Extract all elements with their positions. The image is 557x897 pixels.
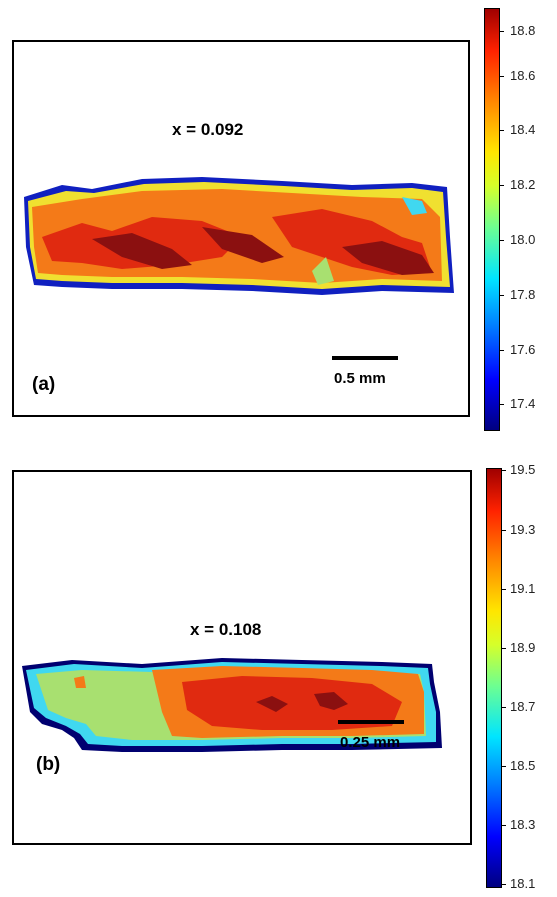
colorbar-a-tick: 18.6 <box>510 68 536 83</box>
colorbar-a-tickmark <box>500 240 504 241</box>
colorbar-b-tickmark <box>502 589 506 590</box>
colorbar-a-tick: 18.4 <box>510 122 536 137</box>
colorbar-b-tick: 18.7 <box>510 699 536 714</box>
colorbar-a-tick: 18.8 <box>510 23 536 38</box>
colorbar-a-tickmark <box>500 31 504 32</box>
colorbar-a-tick: 17.4 <box>510 396 536 411</box>
composition-label-a: x = 0.092 <box>172 120 244 139</box>
colorbar-a-tickmark <box>500 350 504 351</box>
colorbar-b-tick: 18.3 <box>510 817 536 832</box>
colorbar-a-tick: 18.2 <box>510 177 536 192</box>
colorbar-b-tick: 19.1 <box>510 581 536 596</box>
colorbar-a-tickmark <box>500 295 504 296</box>
scale-bar-label-a: 0.5 mm <box>334 370 386 387</box>
map-panel-a: x = 0.092 0.5 mm (a) <box>12 40 470 417</box>
colorbar-b-tick: 19.5 <box>510 462 536 477</box>
scale-bar-a <box>332 356 398 360</box>
colorbar-b-tick: 18.1 <box>510 876 536 891</box>
colorbar-a <box>484 8 500 431</box>
colorbar-b <box>486 468 502 888</box>
colorbar-b-tickmark <box>502 470 506 471</box>
panel-label-b: (b) <box>36 754 61 775</box>
colorbar-a-tickmark <box>500 185 504 186</box>
colorbar-a-tickmark <box>500 404 504 405</box>
colorbar-b-tickmark <box>502 648 506 649</box>
colorbar-a-tick: 18.0 <box>510 232 536 247</box>
bandgap-map-b <box>22 658 442 752</box>
panel-label-a: (a) <box>32 374 56 395</box>
bandgap-map-a <box>24 177 454 295</box>
colorbar-a-tick: 17.6 <box>510 342 536 357</box>
scale-bar-b <box>338 720 404 724</box>
colorbar-b-tickmark <box>502 766 506 767</box>
colorbar-b-tickmark <box>502 825 506 826</box>
colorbar-a-tickmark <box>500 76 504 77</box>
colorbar-a-tick: 17.8 <box>510 287 536 302</box>
map-panel-b: x = 0.108 0.25 mm (b) <box>12 470 472 845</box>
composition-label-b: x = 0.108 <box>190 620 262 639</box>
colorbar-b-tick: 18.9 <box>510 640 536 655</box>
colorbar-b-tickmark <box>502 707 506 708</box>
colorbar-b-tickmark <box>502 530 506 531</box>
colorbar-b-tickmark <box>502 884 506 885</box>
colorbar-a-tickmark <box>500 130 504 131</box>
colorbar-b-tick: 19.3 <box>510 522 536 537</box>
colorbar-b-tick: 18.5 <box>510 758 536 773</box>
scale-bar-label-b: 0.25 mm <box>340 734 401 751</box>
